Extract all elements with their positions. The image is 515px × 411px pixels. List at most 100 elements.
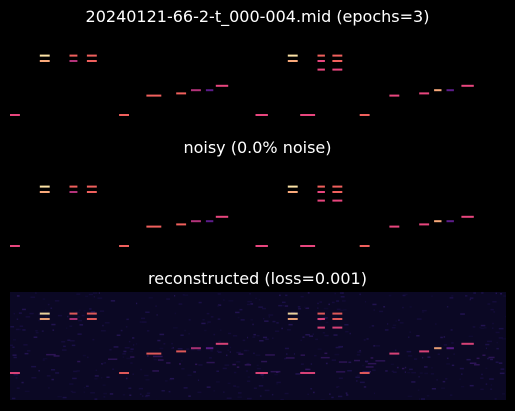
- noise-speck: [399, 322, 404, 324]
- noise-speck: [349, 332, 351, 335]
- noise-speck: [451, 295, 454, 297]
- noise-speck: [501, 338, 506, 340]
- noisy-note: [86, 185, 97, 188]
- noise-speck: [365, 360, 369, 363]
- noise-speck: [403, 293, 408, 296]
- noisy-note: [359, 245, 370, 247]
- noise-speck: [217, 351, 222, 353]
- noise-speck: [282, 304, 284, 307]
- noise-speck: [217, 293, 221, 295]
- reconstructed-note: [69, 318, 78, 320]
- noise-speck: [178, 303, 183, 305]
- noise-speck: [82, 354, 86, 357]
- noise-speck: [242, 339, 246, 342]
- noise-speck: [186, 348, 190, 350]
- noise-speck: [298, 308, 302, 310]
- noise-speck: [291, 311, 296, 314]
- noise-speck: [174, 295, 176, 297]
- original-note: [434, 89, 442, 92]
- noise-speck: [336, 300, 340, 302]
- noise-speck: [77, 333, 82, 335]
- noise-speck: [284, 357, 287, 360]
- noise-speck: [108, 358, 118, 360]
- noise-speck: [50, 307, 53, 309]
- noise-speck: [22, 329, 26, 331]
- noise-speck: [227, 382, 231, 385]
- noise-speck: [153, 358, 157, 361]
- noise-speck: [75, 311, 80, 313]
- noise-speck: [88, 293, 93, 296]
- noise-speck: [416, 318, 422, 320]
- noise-speck: [188, 395, 191, 397]
- noisy-note: [119, 245, 129, 247]
- original-note: [317, 60, 325, 62]
- noisy-note: [39, 191, 50, 193]
- noise-speck: [500, 368, 505, 370]
- noise-speck: [489, 378, 494, 380]
- noise-speck: [276, 322, 279, 324]
- noise-speck: [487, 340, 492, 343]
- noise-speck: [136, 302, 138, 305]
- noisy-note: [86, 191, 97, 193]
- noise-speck: [336, 308, 341, 311]
- noise-speck: [422, 356, 424, 359]
- noise-speck: [16, 318, 19, 320]
- noise-speck: [35, 292, 37, 294]
- noise-speck: [487, 357, 490, 360]
- original-note: [146, 94, 162, 97]
- noise-speck: [27, 350, 31, 352]
- noise-speck: [238, 392, 242, 394]
- noise-speck: [492, 301, 497, 303]
- reconstructed-piano-roll: [10, 292, 506, 400]
- noise-speck: [339, 309, 345, 312]
- noise-speck: [250, 303, 254, 305]
- reconstructed-note: [300, 372, 316, 374]
- noise-speck: [440, 336, 443, 339]
- noisy-note: [255, 245, 268, 247]
- noise-speck: [372, 303, 377, 306]
- noise-speck: [466, 358, 471, 361]
- noise-speck: [264, 320, 269, 322]
- noise-speck: [271, 393, 274, 396]
- noise-speck: [110, 300, 116, 302]
- noise-speck: [144, 374, 149, 377]
- noise-speck: [261, 360, 268, 363]
- noise-speck: [280, 398, 284, 400]
- original-note: [300, 114, 316, 116]
- noise-speck: [19, 325, 24, 327]
- noisy-title: noisy (0.0% noise): [183, 138, 332, 157]
- noise-speck: [45, 309, 47, 311]
- noise-speck: [157, 339, 161, 342]
- noise-speck: [92, 292, 98, 294]
- original-note: [86, 54, 97, 57]
- noise-speck: [480, 388, 484, 391]
- noise-speck: [317, 348, 322, 350]
- reconstructed-note: [86, 318, 97, 320]
- noise-speck: [487, 303, 491, 305]
- noise-speck: [502, 393, 505, 395]
- noise-speck: [295, 373, 300, 375]
- noise-speck: [362, 371, 371, 373]
- reconstructed-note: [215, 342, 229, 345]
- noise-speck: [365, 366, 374, 368]
- noise-speck: [173, 327, 178, 329]
- noise-speck: [300, 339, 302, 342]
- noise-speck: [338, 395, 343, 398]
- noise-speck: [24, 390, 30, 393]
- noise-speck: [431, 367, 433, 369]
- noise-speck: [38, 370, 40, 372]
- noise-speck: [54, 300, 60, 302]
- original-note: [255, 114, 268, 116]
- noise-speck: [284, 347, 289, 350]
- noise-speck: [78, 319, 82, 322]
- reconstructed-note: [461, 342, 474, 345]
- noise-speck: [253, 387, 257, 389]
- noise-speck: [94, 398, 98, 400]
- noise-speck: [183, 387, 188, 389]
- noise-speck: [139, 321, 142, 323]
- noise-speck: [46, 353, 56, 356]
- noise-speck: [356, 380, 358, 382]
- noise-speck: [347, 370, 352, 372]
- noise-speck: [359, 381, 365, 384]
- noisy-note: [10, 245, 20, 247]
